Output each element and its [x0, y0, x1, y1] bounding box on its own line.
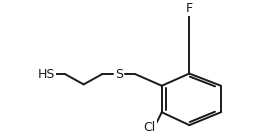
- Text: F: F: [186, 2, 193, 15]
- Text: Cl: Cl: [143, 121, 155, 134]
- Text: S: S: [115, 68, 123, 81]
- Text: HS: HS: [37, 68, 55, 81]
